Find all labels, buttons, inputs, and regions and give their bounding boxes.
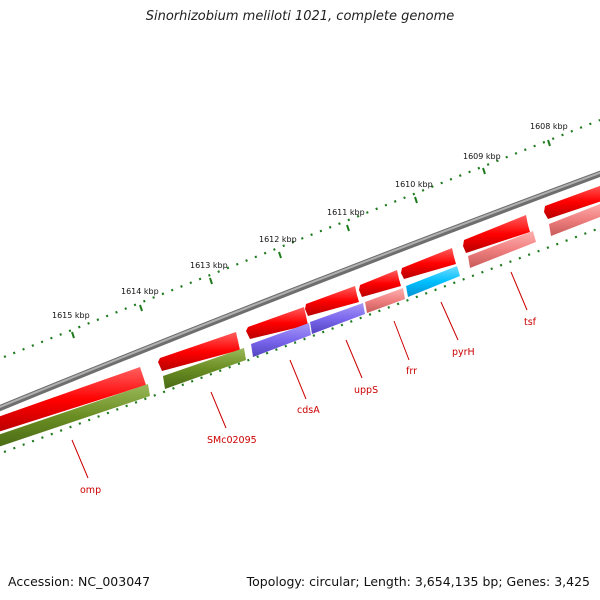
gene-label-cdsa[interactable]: cdsA [297,405,320,416]
tick-label-1609: 1609 kbp [463,152,501,161]
gene-feature-smc02095[interactable] [158,332,240,371]
tick-mark [547,139,551,147]
gene-label-frr[interactable]: frr [406,366,417,377]
gene-feature-next[interactable] [544,184,600,219]
gene-label-pyrh[interactable]: pyrH [452,347,475,358]
tick-label-1608: 1608 kbp [530,122,568,131]
gene-labels: omp SMc02095 cdsA uppS frr pyrH tsf [80,317,537,496]
gene-leader-lines [71,271,528,479]
outer-tick-ring [3,118,600,359]
gene-feature-omp[interactable] [0,367,146,433]
tick-mark [209,277,213,285]
gene-feature-frr[interactable] [359,270,401,297]
inner-tick-ring [3,226,600,454]
gene-label-tsf[interactable]: tsf [524,317,537,328]
gene-feature-pyrh-lane2[interactable] [406,266,460,297]
topology-text: Topology: circular; Length: 3,654,135 bp… [246,574,590,589]
gene-feature-next-lane2[interactable] [549,202,600,236]
gene-feature-frr-lane2[interactable] [365,288,405,313]
tick-label-1611: 1611 kbp [327,208,365,217]
tick-mark [346,224,350,232]
gene-label-upps[interactable]: uppS [354,385,378,396]
tick-label-1615: 1615 kbp [52,311,90,320]
gene-label-omp[interactable]: omp [80,485,101,496]
kbp-tick-labels: 1615 kbp 1614 kbp 1613 kbp 1612 kbp 1611… [52,122,568,339]
gene-feature-upps-lane2[interactable] [310,303,365,334]
cds-lane-2 [0,202,600,448]
gene-feature-tsf-lane2[interactable] [468,231,536,268]
tick-mark [414,196,418,204]
accession-text: Accession: NC_003047 [8,574,151,589]
tick-mark [278,251,282,259]
gene-feature-cdsa[interactable] [246,307,308,339]
cds-lane-1 [0,184,600,433]
gene-feature-smc02095-lane2[interactable] [163,348,246,389]
tick-mark [71,331,75,339]
tick-mark [139,304,143,312]
gene-feature-omp-lane2[interactable] [0,384,150,448]
map-title: Sinorhizobium meliloti 1021, complete ge… [145,9,455,24]
gene-feature-cdsa-lane2[interactable] [251,323,311,357]
gene-feature-tsf[interactable] [463,215,530,253]
tick-label-1612: 1612 kbp [259,235,297,244]
tick-label-1610: 1610 kbp [395,180,433,189]
gene-label-smc02095[interactable]: SMc02095 [207,435,257,446]
tick-mark [482,167,486,175]
tick-label-1613: 1613 kbp [190,261,228,270]
gene-feature-pyrh[interactable] [401,248,456,279]
gene-feature-upps[interactable] [305,286,359,316]
genome-backbone [0,170,600,412]
tick-label-1614: 1614 kbp [121,287,159,296]
